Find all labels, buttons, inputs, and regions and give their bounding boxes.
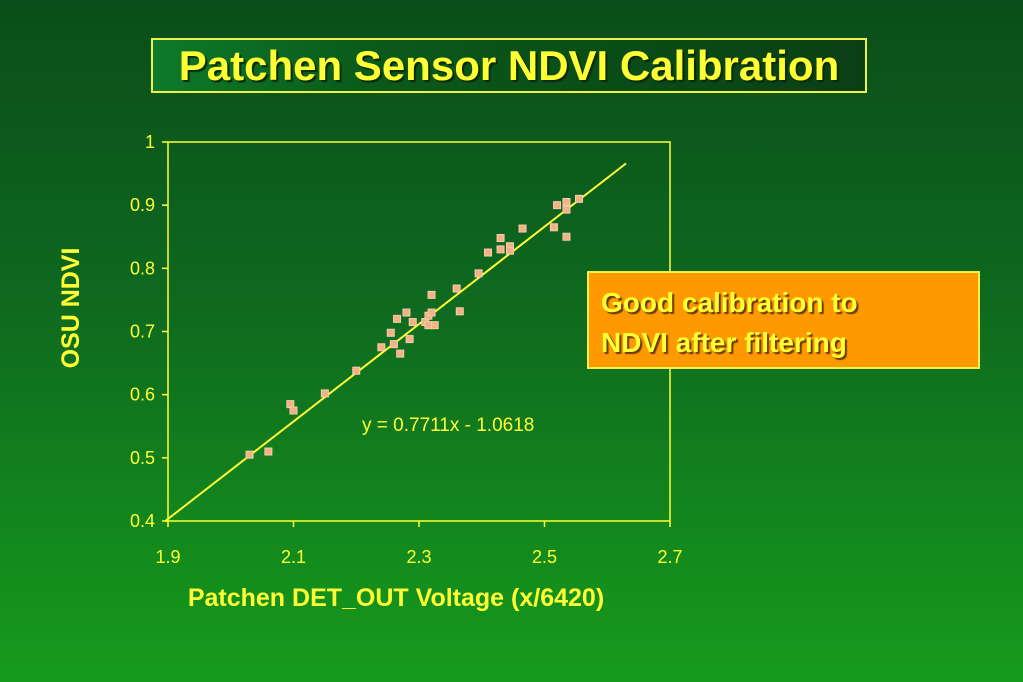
callout-line-1: Good calibration to: [601, 287, 858, 318]
data-point: [393, 314, 402, 323]
callout-line-2: NDVI after filtering: [601, 327, 847, 358]
data-point: [352, 366, 361, 375]
data-point: [396, 349, 405, 358]
data-point: [427, 290, 436, 299]
data-point: [553, 201, 562, 210]
title-box: Patchen Sensor NDVI Calibration: [151, 38, 867, 93]
data-point: [289, 406, 298, 415]
data-point: [549, 223, 558, 232]
data-point: [264, 447, 273, 456]
x-tick-label: 2.5: [532, 547, 557, 567]
y-tick-label: 0.6: [130, 385, 155, 405]
y-tick-label: 0.4: [130, 511, 155, 531]
data-point: [505, 246, 514, 255]
callout-box: Good calibration to NDVI after filtering: [587, 271, 980, 369]
y-tick-label: 0.5: [130, 448, 155, 468]
data-point: [427, 308, 436, 317]
slide-title: Patchen Sensor NDVI Calibration: [178, 41, 840, 89]
data-point: [484, 248, 493, 257]
x-axis-title: Patchen DET_OUT Voltage (x/6420): [188, 584, 604, 612]
data-point: [402, 308, 411, 317]
data-point: [386, 328, 395, 337]
data-point: [408, 318, 417, 327]
data-point: [389, 340, 398, 349]
trendline-equation: y = 0.7711x - 1.0618: [362, 415, 534, 436]
data-point: [474, 269, 483, 278]
data-point: [575, 194, 584, 203]
x-tick-label: 2.3: [406, 547, 431, 567]
data-point: [562, 232, 571, 241]
x-tick-label: 1.9: [155, 547, 180, 567]
data-point: [377, 343, 386, 352]
data-point: [455, 307, 464, 316]
y-tick-label: 0.9: [130, 195, 155, 215]
y-tick-label: 1: [145, 132, 155, 152]
data-point: [452, 284, 461, 293]
y-tick-label: 0.8: [130, 258, 155, 278]
data-point: [320, 389, 329, 398]
x-tick-label: 2.7: [657, 547, 682, 567]
data-point: [405, 335, 414, 344]
data-points: [245, 194, 584, 459]
x-axis: 1.9 2.1 2.3 2.5 2.7: [155, 521, 683, 567]
data-point: [518, 224, 527, 233]
data-point: [496, 245, 505, 254]
data-point: [496, 234, 505, 243]
data-point: [245, 450, 254, 459]
data-point: [430, 321, 439, 330]
data-point: [562, 198, 571, 207]
y-tick-label: 0.7: [130, 322, 155, 342]
y-axis-title: OSU NDVI: [57, 248, 85, 369]
x-tick-label: 2.1: [281, 547, 306, 567]
data-point: [562, 205, 571, 214]
y-axis: 0.4 0.5 0.6 0.7 0.8 0.9 1: [130, 132, 168, 531]
